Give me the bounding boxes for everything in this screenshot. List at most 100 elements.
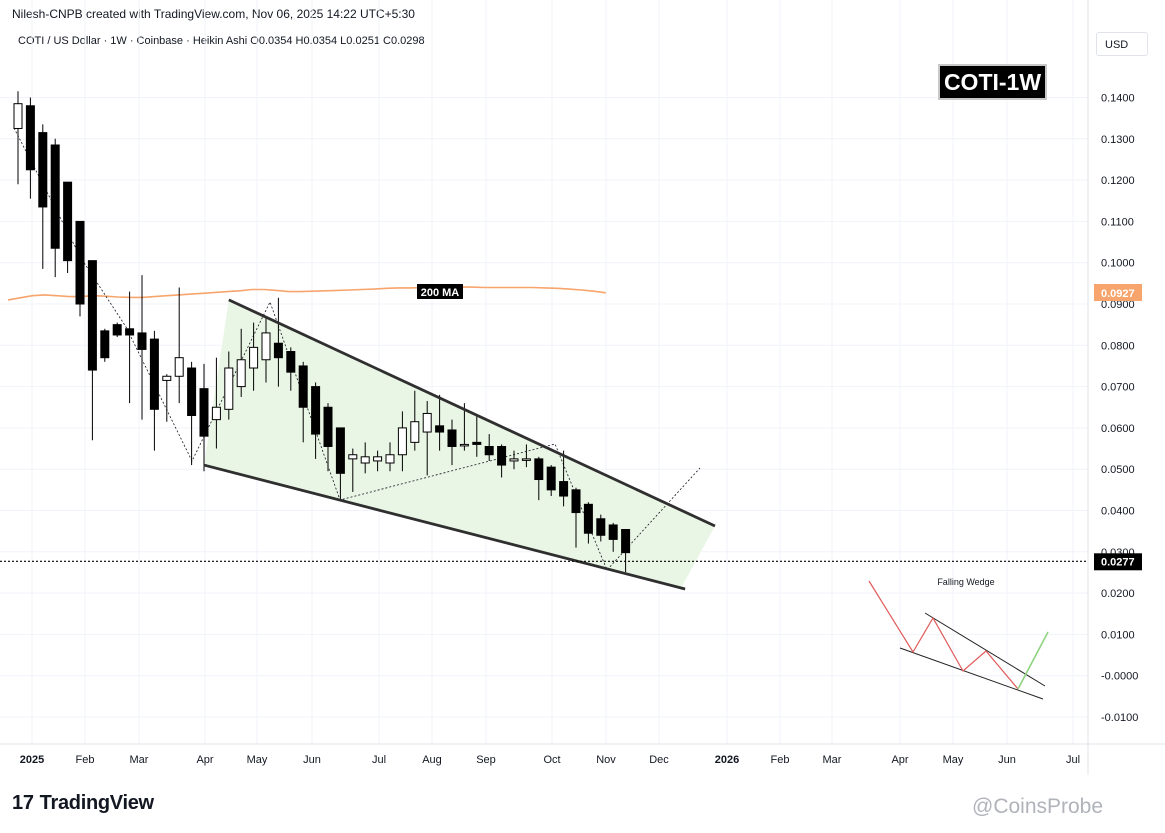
candle-body <box>236 359 246 388</box>
time-tick-label: Apr <box>196 754 213 766</box>
candle-body <box>583 503 593 534</box>
candle-body <box>459 443 469 447</box>
timeframe-badge: COTI-1W <box>938 64 1047 100</box>
time-tick-label: Jun <box>303 754 321 766</box>
time-tick-label: Sep <box>476 754 496 766</box>
tradingview-logo-icon: 17 <box>12 792 34 814</box>
candle-body <box>286 350 296 373</box>
candle-body <box>484 445 494 456</box>
candle-body <box>112 324 122 336</box>
candle-body <box>261 332 271 361</box>
candle-body <box>497 445 507 466</box>
candle-body <box>621 528 631 554</box>
source-watermark: @CoinsProbe <box>972 795 1104 818</box>
time-tick-label: Aug <box>422 754 442 766</box>
price-tick-label: 0.0100 <box>1101 629 1135 641</box>
wedge-lower-trendline <box>203 463 686 591</box>
inset-lower-line <box>899 647 1044 700</box>
time-tick-label: Mar <box>130 754 149 766</box>
price-tick-label: -0.0000 <box>1101 671 1138 683</box>
candle-body <box>360 456 370 464</box>
candle-body <box>422 412 432 433</box>
ma200-axis-tag: 0.0927 <box>1101 288 1135 300</box>
candle-body <box>174 357 184 377</box>
candle-body <box>608 524 618 540</box>
time-tick-label: May <box>247 754 268 766</box>
candle-body <box>596 518 606 536</box>
wedge-trendlines <box>203 298 716 591</box>
candle-body <box>410 421 420 443</box>
time-tick-label: Jul <box>372 754 386 766</box>
candle-body <box>187 367 197 417</box>
time-tick-label: Oct <box>543 754 560 766</box>
time-tick-label: Jul <box>1066 754 1080 766</box>
candle-body <box>348 454 358 460</box>
falling-wedge-inset: Falling Wedge <box>868 577 1049 700</box>
candle-body <box>534 458 544 481</box>
candle-body <box>100 330 110 359</box>
time-tick-label: Mar <box>823 754 842 766</box>
symbol-legend: COTI / US Dollar · 1W · Coinbase · Heiki… <box>18 35 425 47</box>
price-tick-label: 0.0700 <box>1101 382 1135 394</box>
candle-body <box>38 132 48 208</box>
candle-body <box>199 388 209 437</box>
candle-body <box>249 346 259 369</box>
current-price-tag-bg <box>1094 553 1142 571</box>
price-axis[interactable]: 0.1400 0.1300 0.1200 0.1100 0.1000 0.0900 0.08… <box>1087 0 1142 775</box>
candle-body <box>397 427 407 456</box>
candle-body <box>546 466 556 491</box>
tradingview-logo-text: TradingView <box>39 792 154 814</box>
ma200-label: 200 MA <box>421 287 460 299</box>
candle-body <box>447 429 457 447</box>
candle-body <box>162 375 172 381</box>
candle-body <box>311 386 321 435</box>
price-tick-label: 0.1400 <box>1101 93 1135 105</box>
time-tick-label: Dec <box>649 754 669 766</box>
candle-body <box>224 367 234 410</box>
candle-body <box>385 454 395 464</box>
time-axis[interactable]: 2025 Feb Mar Apr May Jun Jul Aug Sep Oct Nov Dec 202… <box>0 743 1165 766</box>
ma200-axis-tag-bg <box>1094 284 1142 301</box>
candle-body <box>137 332 147 350</box>
candle-body <box>323 406 333 447</box>
price-tick-label: 0.1200 <box>1101 175 1135 187</box>
price-tick-label: 0.0200 <box>1101 588 1135 600</box>
tradingview-logo[interactable]: 17 TradingView <box>12 792 154 815</box>
candle-body <box>125 328 135 336</box>
candle-body <box>87 260 97 371</box>
candle-body <box>273 342 283 359</box>
inset-upper-line <box>924 612 1046 687</box>
candle-body <box>571 489 581 514</box>
ma200-label-bg <box>417 284 463 299</box>
price-tick-label: 0.0900 <box>1101 299 1135 311</box>
candle-body <box>435 425 445 433</box>
candle-body <box>211 406 221 421</box>
candle-body <box>472 441 482 445</box>
candle-body <box>149 338 159 410</box>
time-tick-label: Apr <box>891 754 908 766</box>
candle-body <box>509 458 519 462</box>
candles-layer <box>13 91 631 573</box>
candle-body <box>13 103 23 129</box>
time-tick-label: Feb <box>76 754 95 766</box>
currency-selector[interactable]: USD <box>1096 32 1148 56</box>
price-tick-label: 0.1100 <box>1101 216 1134 228</box>
candle-body <box>298 365 308 408</box>
price-tick-label: 0.1300 <box>1101 134 1135 146</box>
chart-creator-caption: Nilesh-CNPB created with TradingView.com… <box>12 7 415 21</box>
moving-average-layer: 200 MA <box>7 284 606 301</box>
grid-lines <box>0 0 1088 744</box>
price-tick-label: 0.1000 <box>1101 258 1135 270</box>
price-tick-label: 0.0500 <box>1101 464 1135 476</box>
current-price-tag: 0.0277 <box>1101 556 1135 568</box>
candle-body <box>50 144 60 249</box>
candle-body <box>373 456 383 462</box>
inset-breakout-path <box>1017 631 1049 690</box>
price-tick-label: 0.0400 <box>1101 506 1135 518</box>
time-tick-label: Nov <box>596 754 616 766</box>
time-tick-label: 2026 <box>715 754 739 766</box>
ma200-line <box>7 286 606 301</box>
time-tick-label: Feb <box>771 754 790 766</box>
time-tick-label: May <box>943 754 964 766</box>
